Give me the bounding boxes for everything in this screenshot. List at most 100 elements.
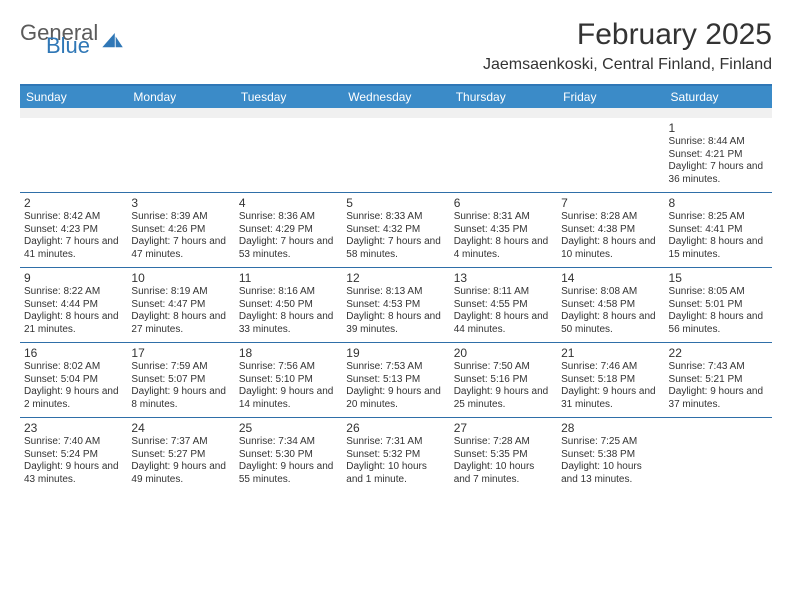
- title-block: February 2025 Jaemsaenkoski, Central Fin…: [483, 18, 772, 74]
- day-number: 15: [669, 271, 768, 285]
- calendar-day: 21Sunrise: 7:46 AMSunset: 5:18 PMDayligh…: [557, 343, 664, 417]
- day-info-line: Sunset: 4:32 PM: [346, 224, 445, 237]
- day-number: 25: [239, 421, 338, 435]
- day-info: Sunrise: 8:33 AMSunset: 4:32 PMDaylight:…: [346, 211, 445, 261]
- day-info-line: Sunset: 4:41 PM: [669, 224, 768, 237]
- day-number: 11: [239, 271, 338, 285]
- calendar-day: 18Sunrise: 7:56 AMSunset: 5:10 PMDayligh…: [235, 343, 342, 417]
- calendar-day: 28Sunrise: 7:25 AMSunset: 5:38 PMDayligh…: [557, 418, 664, 492]
- day-info-line: Daylight: 9 hours and 31 minutes.: [561, 386, 660, 411]
- day-info: Sunrise: 7:43 AMSunset: 5:21 PMDaylight:…: [669, 361, 768, 411]
- day-info: Sunrise: 8:19 AMSunset: 4:47 PMDaylight:…: [131, 286, 230, 336]
- dow-sunday: Sunday: [20, 86, 127, 108]
- day-info-line: Daylight: 7 hours and 53 minutes.: [239, 236, 338, 261]
- calendar-day: 3Sunrise: 8:39 AMSunset: 4:26 PMDaylight…: [127, 193, 234, 267]
- day-info: Sunrise: 8:39 AMSunset: 4:26 PMDaylight:…: [131, 211, 230, 261]
- calendar-day: 20Sunrise: 7:50 AMSunset: 5:16 PMDayligh…: [450, 343, 557, 417]
- calendar-day: 22Sunrise: 7:43 AMSunset: 5:21 PMDayligh…: [665, 343, 772, 417]
- day-info-line: Sunrise: 7:56 AM: [239, 361, 338, 374]
- day-info-line: Sunrise: 7:53 AM: [346, 361, 445, 374]
- calendar-day: 8Sunrise: 8:25 AMSunset: 4:41 PMDaylight…: [665, 193, 772, 267]
- calendar-day: 2Sunrise: 8:42 AMSunset: 4:23 PMDaylight…: [20, 193, 127, 267]
- day-info-line: Daylight: 9 hours and 43 minutes.: [24, 461, 123, 486]
- day-info-line: Daylight: 8 hours and 4 minutes.: [454, 236, 553, 261]
- day-info-line: Daylight: 9 hours and 8 minutes.: [131, 386, 230, 411]
- day-info-line: Daylight: 10 hours and 1 minute.: [346, 461, 445, 486]
- day-info-line: Sunset: 4:38 PM: [561, 224, 660, 237]
- calendar-day-empty: [665, 418, 772, 492]
- day-info-line: Daylight: 10 hours and 7 minutes.: [454, 461, 553, 486]
- calendar-day: 26Sunrise: 7:31 AMSunset: 5:32 PMDayligh…: [342, 418, 449, 492]
- day-number: 23: [24, 421, 123, 435]
- day-info-line: Sunset: 5:01 PM: [669, 299, 768, 312]
- day-info-line: Sunrise: 7:34 AM: [239, 436, 338, 449]
- day-info: Sunrise: 7:25 AMSunset: 5:38 PMDaylight:…: [561, 436, 660, 486]
- day-info-line: Sunset: 5:10 PM: [239, 374, 338, 387]
- day-info: Sunrise: 7:56 AMSunset: 5:10 PMDaylight:…: [239, 361, 338, 411]
- day-info-line: Sunrise: 7:25 AM: [561, 436, 660, 449]
- calendar-day: 27Sunrise: 7:28 AMSunset: 5:35 PMDayligh…: [450, 418, 557, 492]
- day-info: Sunrise: 8:25 AMSunset: 4:41 PMDaylight:…: [669, 211, 768, 261]
- day-info-line: Daylight: 7 hours and 47 minutes.: [131, 236, 230, 261]
- day-number: 8: [669, 196, 768, 210]
- day-number: 28: [561, 421, 660, 435]
- day-info-line: Sunrise: 7:40 AM: [24, 436, 123, 449]
- day-info-line: Sunrise: 8:42 AM: [24, 211, 123, 224]
- month-title: February 2025: [483, 18, 772, 52]
- day-info-line: Sunset: 5:24 PM: [24, 449, 123, 462]
- day-number: 13: [454, 271, 553, 285]
- day-info-line: Sunrise: 8:28 AM: [561, 211, 660, 224]
- calendar-day: 4Sunrise: 8:36 AMSunset: 4:29 PMDaylight…: [235, 193, 342, 267]
- day-info-line: Sunset: 5:18 PM: [561, 374, 660, 387]
- day-info-line: Sunrise: 8:08 AM: [561, 286, 660, 299]
- day-info-line: Sunrise: 8:36 AM: [239, 211, 338, 224]
- logo: General Blue: [20, 24, 124, 55]
- dow-friday: Friday: [557, 86, 664, 108]
- day-info-line: Sunrise: 8:39 AM: [131, 211, 230, 224]
- day-info-line: Sunrise: 8:33 AM: [346, 211, 445, 224]
- day-info-line: Daylight: 7 hours and 58 minutes.: [346, 236, 445, 261]
- dow-wednesday: Wednesday: [342, 86, 449, 108]
- day-number: 4: [239, 196, 338, 210]
- day-number: 20: [454, 346, 553, 360]
- day-info-line: Daylight: 8 hours and 33 minutes.: [239, 311, 338, 336]
- calendar-day-empty: [20, 118, 127, 192]
- calendar-day: 15Sunrise: 8:05 AMSunset: 5:01 PMDayligh…: [665, 268, 772, 342]
- day-info-line: Daylight: 8 hours and 44 minutes.: [454, 311, 553, 336]
- day-info-line: Sunset: 5:35 PM: [454, 449, 553, 462]
- day-info-line: Sunset: 4:29 PM: [239, 224, 338, 237]
- calendar-day: 13Sunrise: 8:11 AMSunset: 4:55 PMDayligh…: [450, 268, 557, 342]
- day-info-line: Sunset: 4:35 PM: [454, 224, 553, 237]
- day-info-line: Sunrise: 7:37 AM: [131, 436, 230, 449]
- day-info: Sunrise: 8:11 AMSunset: 4:55 PMDaylight:…: [454, 286, 553, 336]
- calendar-day-empty: [127, 118, 234, 192]
- day-info-line: Sunrise: 7:46 AM: [561, 361, 660, 374]
- day-info-line: Daylight: 9 hours and 25 minutes.: [454, 386, 553, 411]
- day-info: Sunrise: 7:50 AMSunset: 5:16 PMDaylight:…: [454, 361, 553, 411]
- day-info-line: Sunrise: 8:11 AM: [454, 286, 553, 299]
- day-info-line: Sunset: 4:47 PM: [131, 299, 230, 312]
- day-info-line: Sunset: 4:53 PM: [346, 299, 445, 312]
- day-info-line: Sunrise: 8:19 AM: [131, 286, 230, 299]
- calendar-day: 5Sunrise: 8:33 AMSunset: 4:32 PMDaylight…: [342, 193, 449, 267]
- location-text: Jaemsaenkoski, Central Finland, Finland: [483, 56, 772, 74]
- day-info-line: Daylight: 8 hours and 10 minutes.: [561, 236, 660, 261]
- day-info-line: Daylight: 9 hours and 55 minutes.: [239, 461, 338, 486]
- calendar-day: 14Sunrise: 8:08 AMSunset: 4:58 PMDayligh…: [557, 268, 664, 342]
- day-info-line: Sunset: 5:21 PM: [669, 374, 768, 387]
- logo-text: General Blue: [20, 24, 98, 55]
- day-info: Sunrise: 7:40 AMSunset: 5:24 PMDaylight:…: [24, 436, 123, 486]
- day-info: Sunrise: 7:59 AMSunset: 5:07 PMDaylight:…: [131, 361, 230, 411]
- day-info-line: Sunset: 5:07 PM: [131, 374, 230, 387]
- calendar-day-empty: [342, 118, 449, 192]
- day-info-line: Daylight: 10 hours and 13 minutes.: [561, 461, 660, 486]
- day-number: 21: [561, 346, 660, 360]
- day-info-line: Daylight: 9 hours and 49 minutes.: [131, 461, 230, 486]
- day-info-line: Daylight: 8 hours and 50 minutes.: [561, 311, 660, 336]
- calendar-day-empty: [450, 118, 557, 192]
- day-info-line: Daylight: 8 hours and 27 minutes.: [131, 311, 230, 336]
- day-info: Sunrise: 7:31 AMSunset: 5:32 PMDaylight:…: [346, 436, 445, 486]
- day-info-line: Sunrise: 7:50 AM: [454, 361, 553, 374]
- logo-sail-icon: [102, 33, 124, 49]
- calendar-week: 16Sunrise: 8:02 AMSunset: 5:04 PMDayligh…: [20, 342, 772, 417]
